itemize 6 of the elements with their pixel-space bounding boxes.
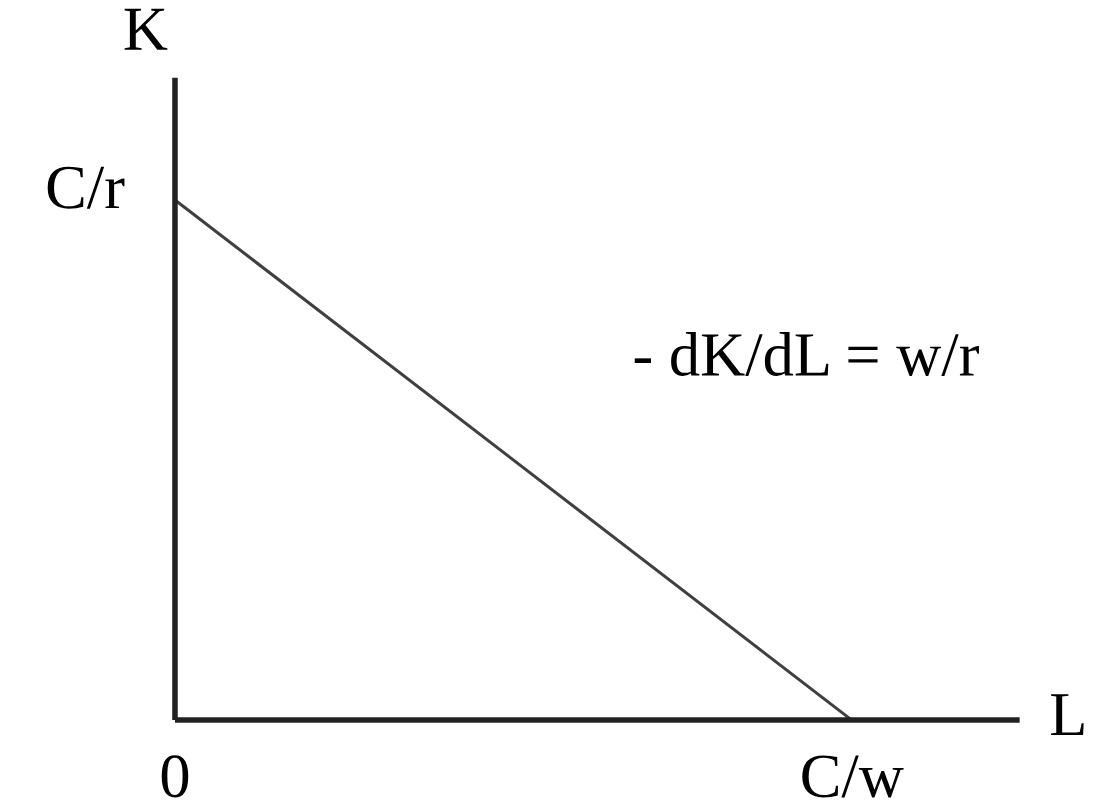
annotation: C/r <box>47 166 125 209</box>
x-axis-title: L <box>1051 694 1084 736</box>
x-tick-label: 0 <box>161 755 189 798</box>
x-tick-label: C/w <box>802 755 904 798</box>
annotation: - dK/dL = w/r <box>634 332 979 377</box>
y-axis-title: K <box>124 8 168 50</box>
